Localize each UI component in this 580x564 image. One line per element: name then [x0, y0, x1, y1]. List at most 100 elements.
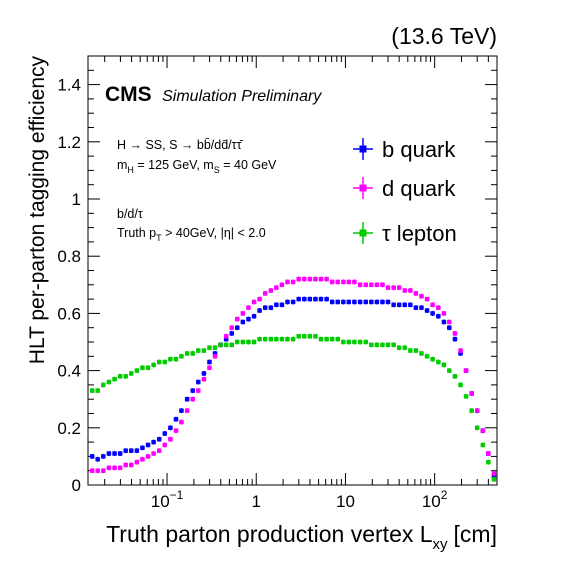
data-point: [179, 419, 184, 425]
data-point: [441, 310, 447, 316]
data-point: [324, 296, 329, 302]
data-point: [212, 345, 218, 351]
data-point: [302, 296, 307, 302]
data-point: [145, 442, 151, 448]
data-point: [408, 348, 413, 354]
data-point: [329, 299, 335, 305]
data-point: [201, 370, 207, 376]
data-point: [240, 319, 246, 325]
data-point: [123, 448, 128, 454]
data-point: [274, 302, 279, 308]
series-1: [89, 276, 497, 477]
y-tick-label: 1.2: [57, 133, 81, 152]
data-point: [201, 348, 207, 354]
data-point: [447, 325, 452, 331]
data-point: [285, 299, 290, 305]
data-point: [374, 342, 380, 348]
data-point: [396, 345, 402, 351]
data-point: [363, 339, 369, 345]
data-point: [430, 356, 435, 362]
data-point: [168, 436, 173, 442]
data-point: [474, 408, 480, 414]
data-point: [402, 288, 407, 294]
annotation-process: H → SS, S → bb̄/dd̄/ττ̄: [117, 138, 244, 152]
mass-ms-sub: S: [214, 165, 220, 175]
mass-mh-symbol: m: [117, 158, 127, 172]
data-point: [313, 296, 318, 302]
legend-label-b: b quark: [382, 137, 456, 162]
legend-marker-b: [353, 138, 373, 160]
data-point: [352, 279, 357, 285]
data-point: [486, 459, 491, 465]
data-point: [436, 359, 441, 365]
data-point: [346, 299, 352, 305]
data-point: [173, 428, 179, 434]
data-point: [413, 290, 419, 296]
data-point: [268, 305, 274, 311]
data-point: [101, 468, 106, 474]
data-point: [129, 448, 134, 454]
data-point: [419, 293, 424, 299]
legend-marker-d: [353, 177, 373, 199]
cut-sub: T: [156, 233, 162, 243]
data-point: [190, 396, 195, 402]
y-axis-label: HLT per-parton tagging efficiency: [26, 56, 49, 365]
data-point: [491, 476, 497, 482]
x-tick-exp: 2: [441, 488, 448, 502]
data-point: [117, 451, 123, 457]
data-point: [223, 342, 229, 348]
data-point: [123, 462, 128, 468]
data-point: [391, 285, 396, 291]
mass-ms-value: = 40 GeV: [220, 158, 277, 172]
data-point: [184, 396, 190, 402]
data-point: [279, 336, 285, 342]
data-point: [318, 336, 324, 342]
data-point: [402, 345, 407, 351]
data-point: [89, 388, 95, 394]
legend-label-tau: τ lepton: [382, 221, 457, 246]
data-point: [396, 302, 402, 308]
data-point: [89, 468, 95, 474]
data-point: [352, 339, 357, 345]
data-point: [201, 376, 207, 382]
x-axis-label: Truth parton production vertex Lxy [cm]: [106, 521, 497, 553]
data-point: [385, 299, 391, 305]
data-point: [474, 425, 480, 431]
data-point: [95, 388, 100, 394]
data-point: [374, 282, 380, 288]
data-point: [290, 336, 296, 342]
data-point: [196, 379, 201, 385]
series-0: [89, 296, 497, 479]
mass-mh-sub: H: [127, 165, 134, 175]
x-tick-label: 1: [252, 492, 261, 511]
data-point: [235, 316, 240, 322]
x-tick-label: 10: [336, 492, 355, 511]
data-point: [285, 279, 290, 285]
data-point: [346, 339, 352, 345]
data-point: [246, 339, 251, 345]
data-point: [229, 325, 234, 331]
data-point: [162, 431, 168, 437]
data-point: [184, 350, 190, 356]
data-point: [380, 342, 385, 348]
data-point: [229, 342, 234, 348]
data-point: [486, 451, 491, 457]
data-point: [357, 339, 363, 345]
data-point: [279, 302, 285, 308]
data-point: [262, 290, 268, 296]
data-point: [257, 336, 262, 342]
data-point: [95, 468, 100, 474]
data-point: [391, 342, 396, 348]
data-point: [151, 451, 156, 457]
data-point: [480, 442, 486, 448]
x-tick-label: 102: [422, 488, 448, 511]
data-point: [207, 345, 212, 351]
mass-mh-value: = 125 GeV, m: [134, 158, 214, 172]
data-point: [369, 342, 374, 348]
data-point: [335, 336, 340, 342]
data-point: [318, 296, 324, 302]
data-point: [129, 370, 134, 376]
cut-text-b: > 40GeV, |η| < 2.0: [162, 226, 266, 240]
data-point: [89, 453, 95, 459]
legend: b quark d quark τ lepton: [353, 137, 457, 246]
